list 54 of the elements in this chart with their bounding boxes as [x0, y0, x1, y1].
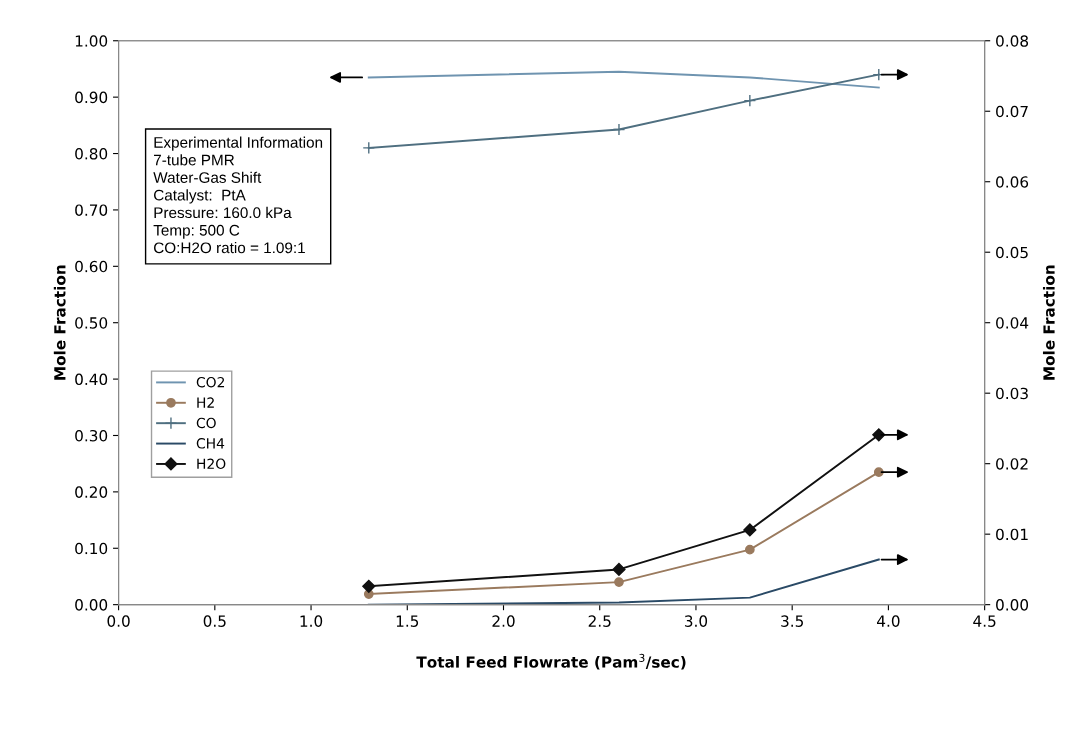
x-tick-label: 3.5	[781, 615, 803, 627]
point	[362, 141, 376, 155]
y2-tick-label: 0.01	[996, 528, 1028, 541]
y-tick-label: 0.60	[75, 260, 108, 273]
y2-tick-label: 0.03	[996, 387, 1028, 400]
y-tick-label: 0.10	[75, 542, 108, 555]
legend-label: H2O	[197, 458, 226, 470]
annotation: Pressure: 160.0 kPa	[154, 206, 292, 219]
y2-tick-label: 0.00	[996, 599, 1029, 611]
annotation: Experimental Information	[154, 136, 323, 151]
y-tick-label: 0.70	[75, 204, 108, 216]
x-tick-label: 3.0	[684, 615, 708, 627]
point	[743, 94, 757, 107]
point	[873, 467, 884, 478]
y2-tick-label: 0.07	[996, 105, 1028, 118]
x-tick-label: 4.5	[973, 615, 996, 627]
annotation: Catalyst: PtA	[154, 189, 246, 204]
y-tick-label: 0.40	[75, 373, 108, 386]
legend-label: CO	[196, 417, 216, 429]
annotation: Temp: 500 C	[153, 224, 240, 239]
y2-tick-label: 0.02	[996, 458, 1028, 470]
x-tick-label: 1.5	[396, 615, 419, 627]
y-tick-label: 1.00	[75, 35, 108, 47]
y-tick-label: 0.00	[75, 599, 108, 611]
x-tick-label: 1.0	[300, 615, 323, 627]
point	[743, 523, 757, 537]
y-tick-label: 0.30	[75, 429, 108, 442]
x-tick-label: 2.0	[492, 615, 515, 627]
y-tick-label: 0.50	[75, 317, 108, 329]
annotation: 7-tube PMR	[154, 154, 235, 166]
point	[744, 544, 755, 555]
point	[612, 123, 626, 136]
point	[612, 562, 626, 577]
y-tick-label: 0.20	[75, 486, 108, 498]
y2-tick-label: 0.05	[996, 246, 1028, 259]
annotation: Water-Gas Shift	[153, 171, 262, 183]
y2-tick-label: 0.08	[996, 35, 1029, 47]
y-tick-label: 0.80	[75, 148, 108, 160]
x-tick-label: 2.5	[588, 615, 611, 627]
y2-axis-title: Mole Fraction	[1042, 265, 1055, 380]
point	[614, 577, 624, 587]
annotation: CO:H2O ratio = 1.09:1	[154, 242, 305, 254]
y2-tick-label: 0.04	[996, 317, 1029, 329]
y-tick-label: 0.90	[75, 91, 108, 104]
y-axis-title: Mole Fraction	[53, 265, 66, 380]
legend-label: H2	[197, 397, 214, 408]
x-axis-title: Total Feed Flowrate (Pam$^{3}$/sec)	[416, 653, 686, 670]
x-tick-label: 4.0	[877, 615, 900, 627]
legend-label: CH4	[196, 438, 225, 449]
x-tick-label: 0.5	[203, 615, 226, 627]
x-tick-label: 0.0	[107, 615, 130, 627]
y2-tick-label: 0.06	[996, 176, 1029, 188]
legend-label: CO2	[196, 376, 225, 388]
point	[362, 579, 376, 593]
